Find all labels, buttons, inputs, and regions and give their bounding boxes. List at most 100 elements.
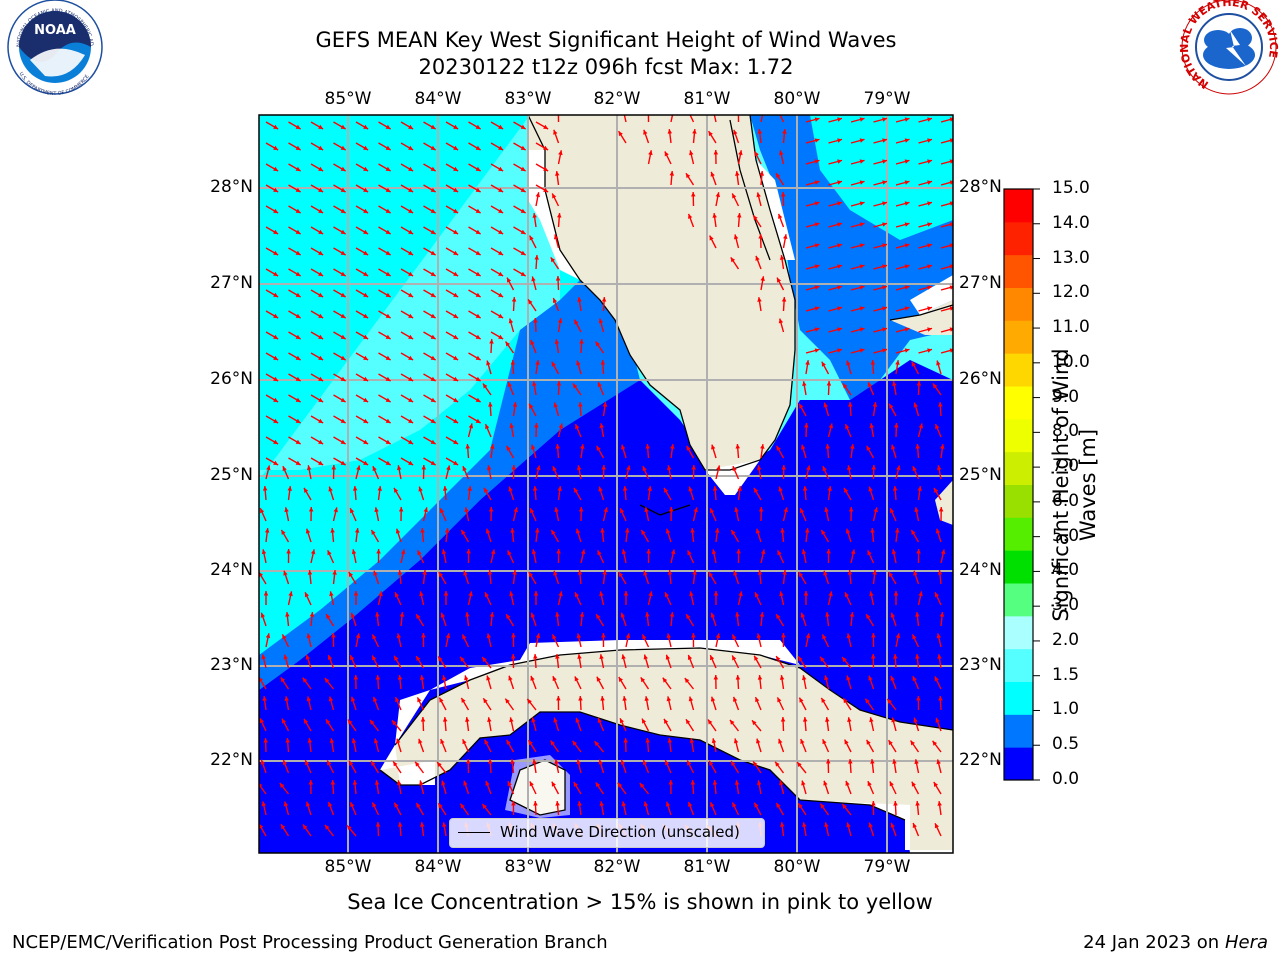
wind-arrow-head	[868, 675, 873, 681]
wind-arrow-head	[889, 781, 894, 787]
wind-arrow-head	[760, 549, 766, 555]
wind-arrow-head	[453, 355, 459, 360]
wind-arrow-head	[837, 285, 843, 290]
wind-arrow-head	[912, 634, 917, 640]
wind-arrow-head	[453, 229, 459, 234]
wind-arrow-head	[668, 780, 674, 785]
wind-arrow-head	[622, 486, 628, 491]
wind-arrow-head	[904, 327, 910, 332]
wind-arrow-head	[340, 292, 346, 297]
wind-arrow-head	[822, 739, 827, 745]
wind-arrow-head	[775, 761, 780, 767]
wind-arrow-head	[882, 348, 888, 353]
wind-arrow-head	[927, 180, 933, 185]
wind-arrow-head	[556, 549, 561, 554]
wind-arrow-head	[684, 678, 690, 683]
wind-arrow-head	[729, 719, 735, 725]
wind-arrow-head	[904, 222, 910, 227]
wind-arrow-head	[882, 285, 888, 290]
wind-arrow-head	[643, 570, 648, 576]
wind-arrow-head	[485, 528, 491, 534]
wind-arrow-head	[850, 549, 856, 555]
wind-arrow-head	[814, 348, 820, 353]
wind-arrow-head	[882, 117, 888, 122]
wind-arrow-head	[873, 507, 878, 513]
wind-arrow-head	[888, 740, 893, 746]
wind-arrow-head	[550, 740, 555, 746]
wind-arrow-head	[417, 697, 422, 703]
wind-arrow-head	[430, 460, 436, 465]
wind-arrow-head	[667, 129, 673, 134]
wind-arrow-head	[462, 739, 467, 745]
wind-arrow-head	[777, 277, 782, 283]
wind-arrow-head	[552, 676, 557, 682]
wind-arrow-head	[574, 676, 579, 682]
wind-arrow-head	[600, 360, 606, 365]
wind-arrow-head	[441, 780, 446, 786]
wind-arrow-head	[689, 591, 694, 597]
wind-arrow-head	[645, 612, 650, 617]
wind-arrow-head	[440, 508, 445, 514]
wind-arrow-head	[508, 318, 514, 324]
wind-arrow-head	[825, 612, 830, 617]
wind-arrow-head	[373, 696, 378, 702]
wind-arrow-head	[620, 759, 626, 765]
wind-arrow-head	[378, 591, 383, 597]
wind-arrow-head	[520, 166, 526, 171]
wind-arrow-head	[730, 257, 736, 263]
wind-arrow-head	[890, 508, 895, 514]
coastlines	[379, 115, 953, 821]
colorbar-segment	[1004, 583, 1033, 617]
wind-arrow-head	[551, 781, 556, 787]
land-cuba	[380, 648, 953, 853]
wind-arrow-head	[396, 780, 402, 786]
wave-zone-0.5-1.0	[259, 300, 640, 690]
wind-arrow-head	[927, 327, 933, 332]
wind-arrow-head	[734, 507, 739, 513]
wind-arrow-head	[535, 192, 541, 198]
footer-date-text: 24 Jan 2023 on	[1083, 932, 1225, 953]
wind-arrow-head	[394, 487, 399, 493]
lon-label-bottom-83w: 83°W	[504, 857, 552, 877]
wind-arrow-head	[914, 507, 919, 513]
wind-arrow-head	[949, 264, 953, 269]
wind-arrow-head	[302, 677, 308, 683]
wind-arrow-head	[420, 528, 425, 533]
wind-arrow-head	[543, 166, 549, 171]
colorbar-frame	[1003, 188, 1034, 781]
lat-label-left-23n: 23°N	[210, 655, 253, 675]
wind-arrow-head	[895, 633, 901, 639]
wind-arrow-head	[859, 117, 865, 122]
wind-arrow-head	[408, 229, 414, 234]
wind-arrow-head	[295, 208, 301, 213]
wind-arrow-head	[399, 612, 405, 617]
wind-arrow-head	[859, 222, 865, 227]
wind-arrow-head	[599, 801, 604, 807]
wind-arrow-head	[735, 612, 740, 617]
wind-arrow-head	[690, 192, 696, 197]
wind-arrow-head	[904, 180, 910, 185]
wind-arrow-head	[639, 783, 645, 788]
wind-arrow-head	[295, 187, 301, 192]
wind-arrow-head	[732, 466, 737, 472]
wind-arrow-head	[814, 222, 820, 227]
colorbar-segment	[1004, 386, 1033, 420]
wind-arrow-head	[626, 465, 631, 471]
wind-arrow-head	[904, 348, 910, 353]
wind-arrow-head	[408, 166, 414, 171]
wind-arrow-head	[327, 654, 333, 660]
wind-arrow-head	[882, 180, 888, 185]
nws-logo	[1181, 0, 1277, 95]
wind-arrow-head	[598, 318, 604, 324]
wind-arrow-head	[716, 465, 721, 471]
wind-arrow-head	[532, 486, 538, 491]
wind-arrow-head	[355, 633, 361, 639]
wind-arrow-head	[273, 187, 279, 192]
wind-arrow-head	[552, 193, 557, 199]
wind-arrow-head	[408, 250, 414, 255]
wind-arrow-head	[318, 439, 324, 444]
wind-arrow-head	[273, 229, 279, 234]
wind-arrow-head	[395, 697, 400, 703]
wind-arrow-head	[646, 549, 651, 554]
wind-arrow-head	[374, 507, 379, 513]
